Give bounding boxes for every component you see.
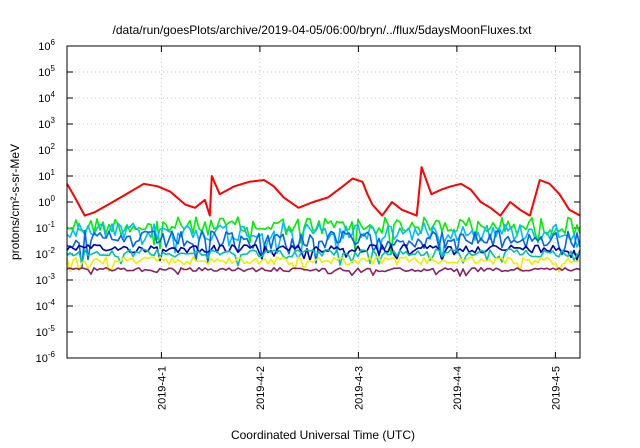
series-line-6 — [66, 248, 581, 267]
y-tick-label: 100 — [38, 194, 55, 209]
x-tick-label: 2019-4-2 — [255, 366, 267, 410]
y-axis: 10-6 10-5 10-4 10-3 10-2 10-1 100 101 102 103 104 1… — [36, 38, 580, 365]
y-tick-label: 104 — [38, 90, 55, 105]
x-axis-label: Coordinated Universal Time (UTC) — [231, 428, 415, 442]
y-tick-label: 10-5 — [36, 324, 56, 339]
series-line-1 — [66, 166, 581, 217]
y-tick-label: 10-4 — [36, 298, 56, 313]
series-line-7 — [66, 256, 581, 273]
x-tick-label: 2019-4-5 — [550, 366, 562, 410]
y-axis-label: protons/cm²-s-sr-MeV — [8, 144, 22, 260]
y-tick-label: 10-2 — [36, 246, 56, 261]
series-line-2 — [66, 216, 581, 256]
chart-title: /data/run/goesPlots/archive/2019-04-05/0… — [113, 23, 533, 37]
y-tick-label: 10-3 — [36, 272, 56, 287]
y-tick-label: 105 — [38, 64, 55, 79]
series-line-8 — [66, 266, 581, 277]
y-tick-label: 103 — [38, 116, 55, 131]
x-tick-label: 2019-4-1 — [156, 366, 168, 410]
x-axis: 2019-4-1 2019-4-2 2019-4-3 2019-4-4 2019-4-5 — [156, 46, 562, 410]
series-group — [66, 166, 581, 277]
y-tick-label: 10-1 — [36, 220, 56, 235]
x-tick-label: 2019-4-3 — [353, 366, 365, 410]
y-tick-label: 101 — [38, 168, 55, 183]
series-line-4 — [66, 230, 581, 268]
y-tick-label: 102 — [38, 142, 55, 157]
x-tick-label: 2019-4-4 — [452, 366, 464, 410]
y-tick-label: 10-6 — [36, 350, 56, 365]
plot-frame — [66, 45, 581, 359]
grid-lines — [67, 46, 580, 358]
y-tick-label: 106 — [38, 38, 55, 53]
